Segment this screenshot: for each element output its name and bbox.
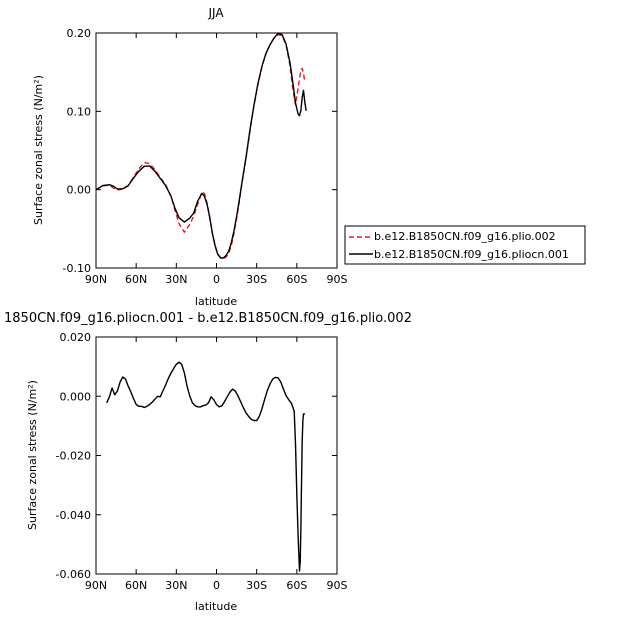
top-panel-title: JJA [207, 6, 224, 20]
top-x-tick-label: 0 [213, 273, 220, 286]
bottom-y-axis-label: Surface zonal stress (N/m²) [26, 380, 39, 530]
bottom-series-group [106, 361, 305, 572]
top-x-tick-label: 90S [327, 273, 348, 286]
bottom-x-tick-label: 60N [125, 579, 147, 592]
top-y-ticks: -0.10 0.00 0.10 0.20 [63, 27, 337, 275]
top-x-ticks: 90N 60N 30N 0 30S 60S 90S [85, 33, 348, 286]
top-series-line-0 [95, 34, 306, 260]
top-x-tick-label: 30N [165, 273, 187, 286]
bottom-x-tick-label: 90N [85, 579, 107, 592]
bottom-panel-title: 1850CN.f09_g16.pliocn.001 - b.e12.B1850C… [4, 311, 412, 326]
bottom-x-tick-label: 0 [213, 579, 220, 592]
legend-label-plio: b.e12.B1850CN.f09_g16.plio.002 [374, 230, 556, 243]
top-y-tick-label: 0.20 [67, 27, 92, 40]
bottom-y-tick-label: -0.040 [56, 509, 91, 522]
bottom-x-tick-label: 30S [246, 579, 267, 592]
top-y-tick-label: 0.10 [67, 105, 92, 118]
top-legend: b.e12.B1850CN.f09_g16.plio.002 b.e12.B18… [344, 225, 586, 265]
bottom-x-tick-label: 60S [286, 579, 307, 592]
bottom-x-tick-label: 90S [327, 579, 348, 592]
top-y-tick-label: 0.00 [67, 184, 92, 197]
bottom-x-tick-label: 30N [165, 579, 187, 592]
top-series-line-1 [95, 32, 307, 259]
top-series-group [95, 32, 307, 260]
top-y-tick-label: -0.10 [63, 262, 91, 275]
legend-label-pliocn: b.e12.B1850CN.f09_g16.pliocn.001 [374, 248, 569, 261]
top-x-tick-label: 90N [85, 273, 107, 286]
top-panel: JJA 90N 60N 30N 0 30S 60S 90S -0.10 0.00 0.10 0.2… [32, 6, 586, 308]
top-x-tick-label: 60S [286, 273, 307, 286]
top-y-axis-label: Surface zonal stress (N/m²) [32, 75, 45, 225]
bottom-y-ticks: -0.060 -0.040 -0.020 0.000 0.020 [56, 331, 337, 581]
top-x-tick-label: 30S [246, 273, 267, 286]
legend-box [344, 225, 586, 265]
bottom-panel: 1850CN.f09_g16.pliocn.001 - b.e12.B1850C… [4, 311, 412, 613]
top-x-axis-label: latitude [195, 295, 237, 308]
bottom-series-line-0 [106, 361, 305, 572]
bottom-y-tick-label: -0.020 [56, 450, 91, 463]
top-x-tick-label: 60N [125, 273, 147, 286]
bottom-y-tick-label: 0.020 [60, 331, 92, 344]
top-plot-frame [95, 32, 338, 269]
bottom-x-ticks: 90N 60N 30N 0 30S 60S 90S [85, 337, 348, 592]
bottom-x-axis-label: latitude [195, 600, 237, 613]
bottom-y-tick-label: -0.060 [56, 568, 91, 581]
bottom-y-tick-label: 0.000 [60, 390, 92, 403]
